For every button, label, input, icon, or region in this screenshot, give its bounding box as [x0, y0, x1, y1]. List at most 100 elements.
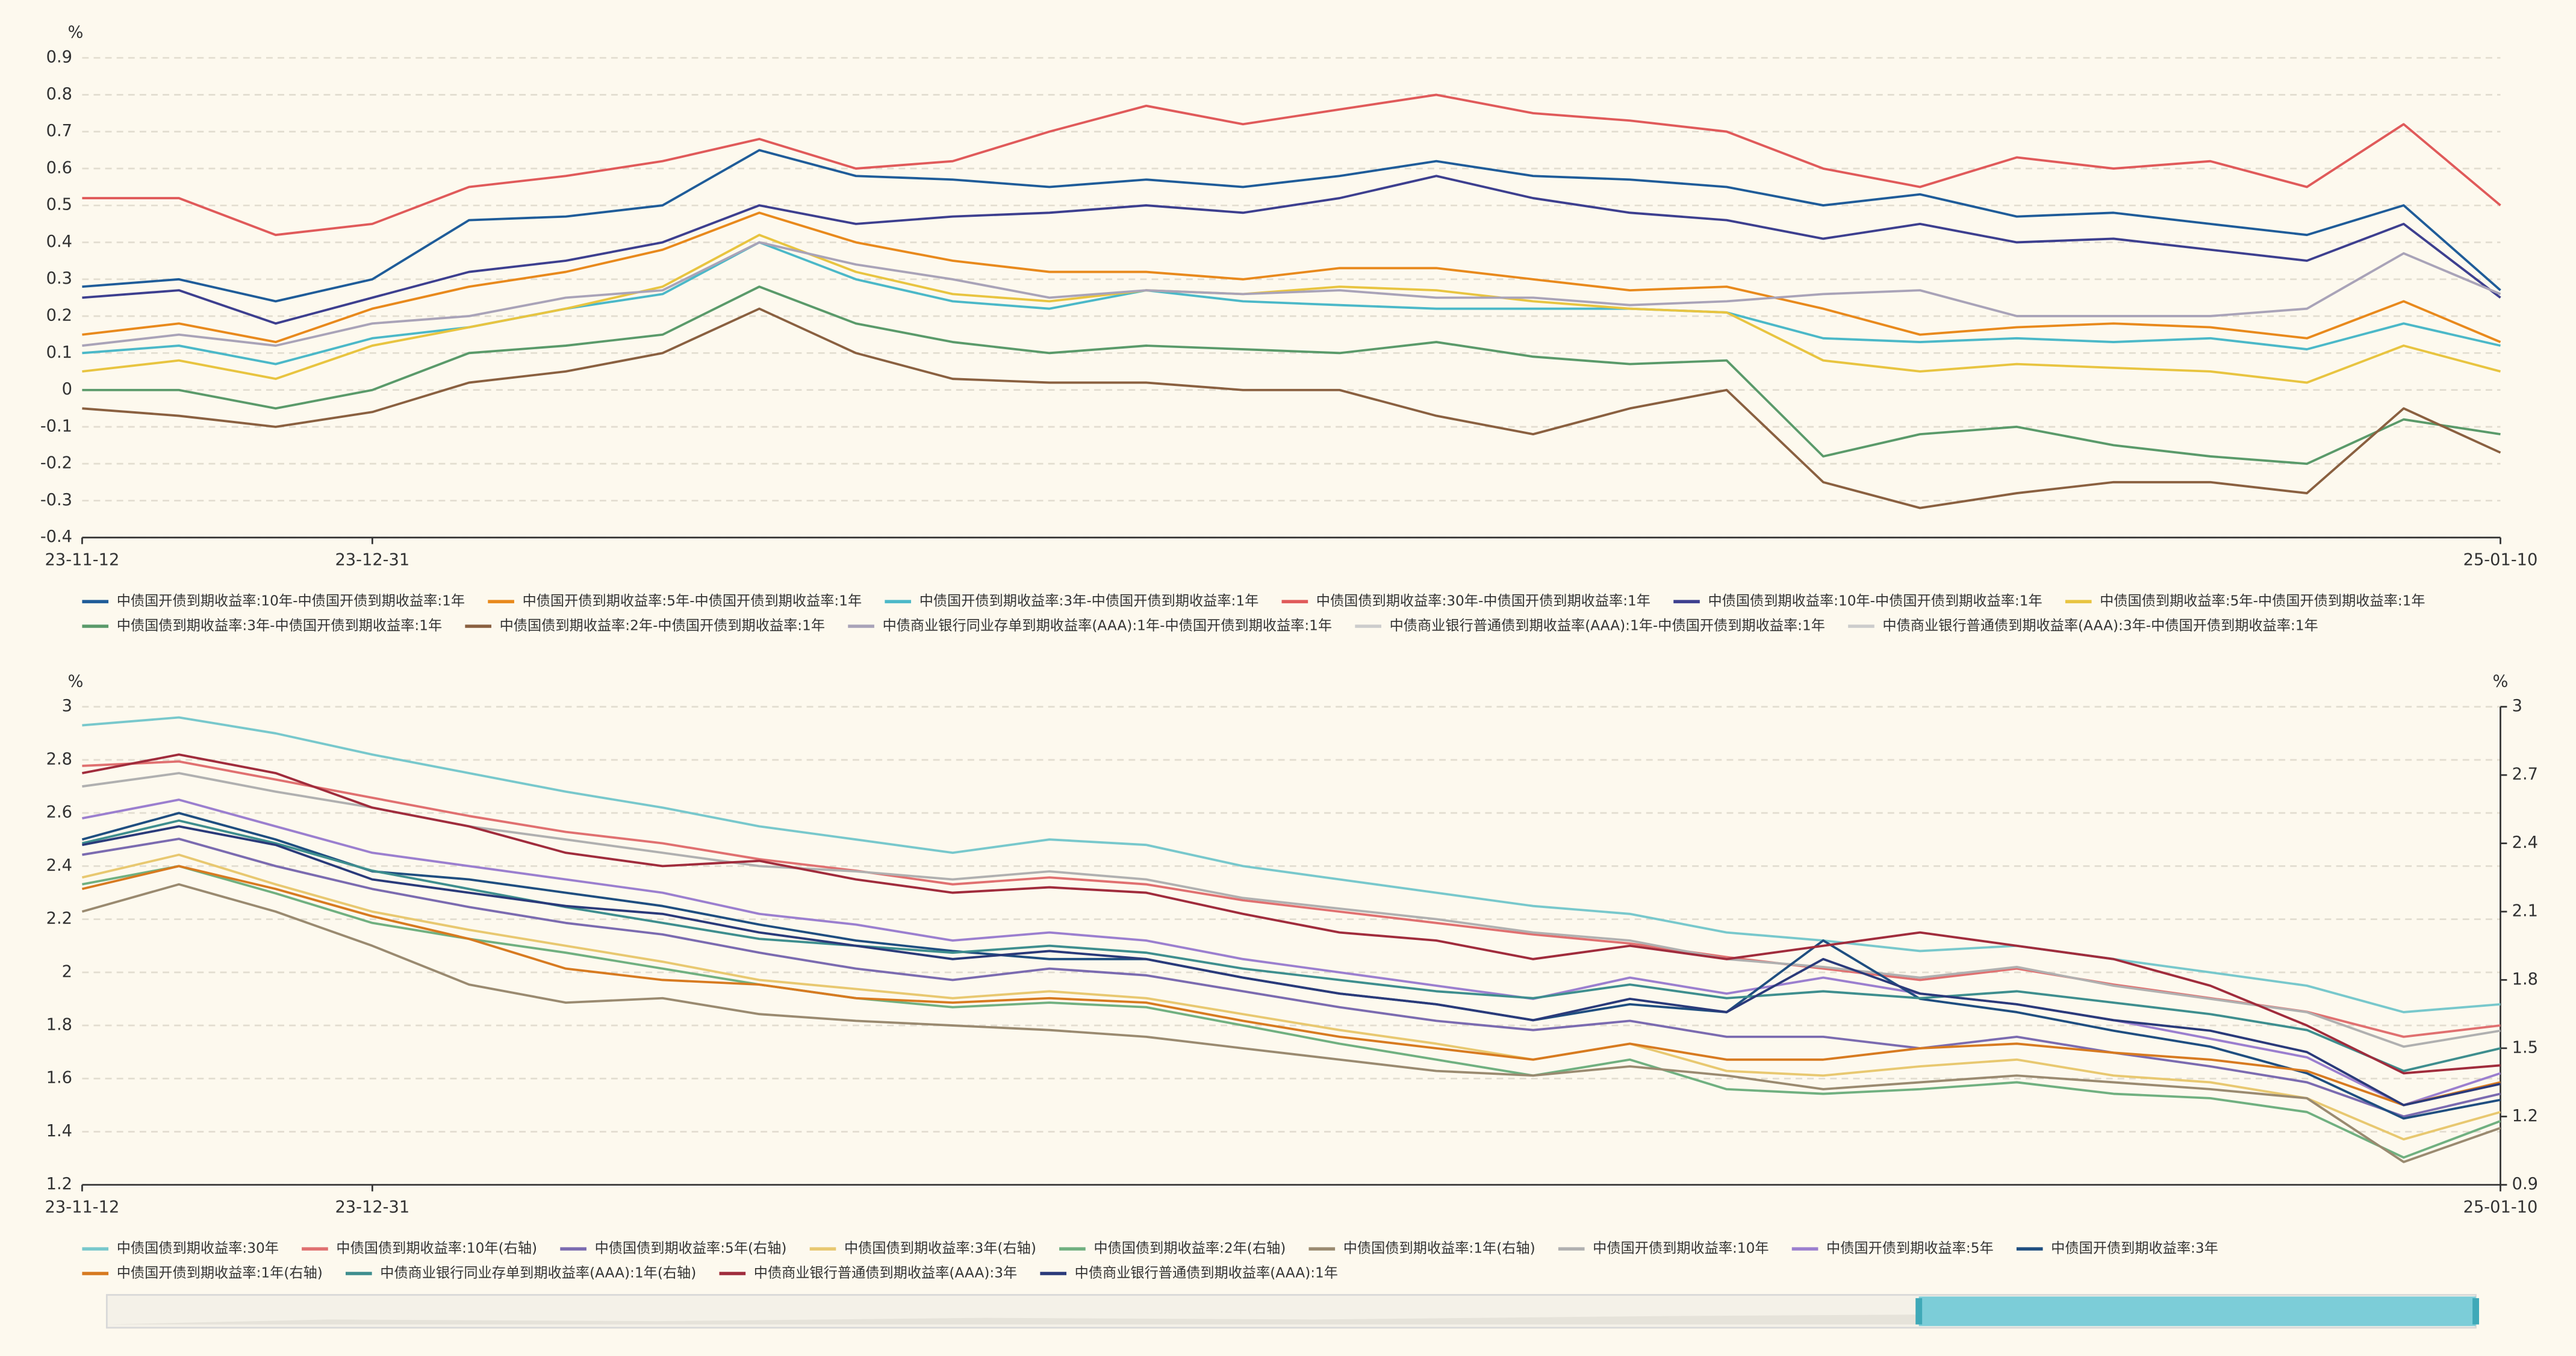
legend-item[interactable]: 中债国债到期收益率:3年(右轴): [809, 1240, 1036, 1257]
legend-item[interactable]: 中债国债到期收益率:5年-中债国开债到期收益率:1年: [2065, 593, 2425, 609]
legend-item[interactable]: 中债国开债到期收益率:3年: [2016, 1240, 2218, 1257]
y-unit: %: [68, 672, 84, 691]
y-tick-label: 2.2: [46, 909, 72, 928]
legend-label: 中债国债到期收益率:3年(右轴): [844, 1240, 1036, 1257]
legend-label: 中债国开债到期收益率:5年-中债国开债到期收益率:1年: [523, 593, 862, 609]
series-line: [82, 241, 2501, 347]
y-unit: %: [68, 23, 84, 42]
legend-item[interactable]: 中债国开债到期收益率:5年: [1791, 1240, 1994, 1257]
series-line: [82, 175, 2501, 325]
series-line: [82, 865, 2501, 1159]
legend-item[interactable]: 中债国开债到期收益率:10年: [1558, 1240, 1769, 1257]
legend-item[interactable]: 中债国债到期收益率:10年(右轴): [302, 1240, 537, 1257]
series-line: [81, 819, 2501, 1072]
y-tick-label: 0.2: [46, 306, 72, 325]
legend-item[interactable]: 中债国债到期收益率:10年-中债国开债到期收益率:1年: [1673, 593, 2042, 609]
legend-label: 中债国债到期收益率:2年-中债国开债到期收益率:1年: [500, 618, 825, 634]
y-tick-label: 1.8: [46, 1016, 72, 1034]
series-line: [81, 853, 2501, 1141]
y-tick-label: 0.8: [46, 85, 72, 104]
y-tick-label: 0.1: [46, 343, 72, 362]
y2-tick-label: 2.1: [2512, 902, 2538, 921]
y-tick-label: 0.3: [46, 269, 72, 288]
legend-item[interactable]: 中债商业银行同业存单到期收益率(AAA):1年-中债国开债到期收益率:1年: [848, 618, 1332, 634]
legend-item[interactable]: 中债国开债到期收益率:3年-中债国开债到期收益率:1年: [885, 593, 1258, 609]
y2-tick-label: 2.7: [2512, 765, 2538, 784]
y-tick-label: 2.4: [46, 856, 72, 875]
legend-label: 中债国开债到期收益率:1年(右轴): [117, 1265, 323, 1281]
legend-item[interactable]: 中债国开债到期收益率:5年-中债国开债到期收益率:1年: [488, 593, 862, 609]
legend-item[interactable]: 中债国开债到期收益率:1年(右轴): [82, 1265, 323, 1281]
legend-label: 中债国债到期收益率:1年(右轴): [1343, 1240, 1535, 1257]
y-tick-label: -0.1: [40, 417, 72, 435]
y2-tick-label: 1.8: [2512, 970, 2538, 989]
x-tick-label: 23-11-12: [45, 550, 120, 569]
legend-label: 中债国开债到期收益率:10年-中债国开债到期收益率:1年: [117, 593, 465, 609]
y2-tick-label: 1.5: [2512, 1038, 2538, 1057]
x-tick-label: 23-12-31: [335, 550, 409, 569]
legend-item[interactable]: 中债商业银行普通债到期收益率(AAA):3年-中债国开债到期收益率:1年: [1848, 618, 2318, 634]
legend-item[interactable]: 中债商业银行普通债到期收益率(AAA):1年-中债国开债到期收益率:1年: [1355, 618, 1825, 634]
zoom-preview: [107, 1314, 1919, 1325]
y-tick-label: 0.7: [46, 122, 72, 140]
series-line: [81, 883, 2501, 1163]
y2-tick-label: 3: [2512, 697, 2522, 715]
zoom-window[interactable]: [1918, 1296, 2476, 1326]
y-tick-label: 2: [62, 962, 72, 981]
legend-label: 中债国债到期收益率:5年(右轴): [595, 1240, 787, 1257]
legend-label: 中债国债到期收益率:30年: [117, 1240, 279, 1257]
series-line: [82, 93, 2501, 237]
x-tick-label: 23-11-12: [45, 1198, 120, 1216]
y-tick-label: 0: [62, 380, 72, 399]
legend-item[interactable]: 中债国债到期收益率:5年(右轴): [560, 1240, 786, 1257]
series-line: [82, 772, 2501, 1048]
series-line: [82, 211, 2501, 343]
legend-item[interactable]: 中债商业银行普通债到期收益率(AAA):1年: [1040, 1265, 1338, 1281]
legend-item[interactable]: 中债国债到期收益率:3年-中债国开债到期收益率:1年: [82, 618, 442, 634]
y-tick-label: 3: [62, 697, 72, 715]
legend-label: 中债国开债到期收益率:3年: [2051, 1240, 2218, 1257]
y-tick-label: -0.4: [40, 527, 72, 546]
y-tick-label: 2.6: [46, 803, 72, 822]
y2-unit: %: [2493, 672, 2509, 691]
y-tick-label: 0.5: [46, 196, 72, 214]
legend-item[interactable]: 中债国债到期收益率:30年: [82, 1240, 279, 1257]
legend-label: 中债国开债到期收益率:5年: [1826, 1240, 1994, 1257]
y-tick-label: 0.6: [46, 158, 72, 177]
legend-label: 中债商业银行同业存单到期收益率(AAA):1年(右轴): [380, 1265, 696, 1281]
y2-tick-label: 1.2: [2512, 1107, 2538, 1125]
series-line: [82, 753, 2501, 1075]
y-tick-label: -0.2: [40, 454, 72, 473]
series-line: [82, 825, 2501, 1107]
legend-label: 中债国债到期收益率:30年-中债国开债到期收益率:1年: [1316, 593, 1650, 609]
y-tick-label: 1.6: [46, 1069, 72, 1087]
y-tick-label: 0.9: [46, 48, 72, 67]
legend-label: 中债国债到期收益率:2年(右轴): [1094, 1240, 1286, 1257]
x-tick-label: 25-01-10: [2463, 550, 2538, 569]
legend-label: 中债商业银行普通债到期收益率(AAA):1年-中债国开债到期收益率:1年: [1390, 618, 1825, 634]
data-zoom[interactable]: [105, 1294, 2480, 1329]
legend-item[interactable]: 中债国债到期收益率:30年-中债国开债到期收益率:1年: [1281, 593, 1650, 609]
legend-item[interactable]: 中债国开债到期收益率:10年-中债国开债到期收益率:1年: [82, 593, 465, 609]
legend-item[interactable]: 中债商业银行同业存单到期收益率(AAA):1年(右轴): [346, 1265, 696, 1281]
series-line: [82, 234, 2501, 384]
y-tick-label: 1.2: [46, 1175, 72, 1193]
legend-item[interactable]: 中债国债到期收益率:2年-中债国开债到期收益率:1年: [465, 618, 825, 634]
legend-item[interactable]: 中债国债到期收益率:2年(右轴): [1059, 1240, 1286, 1257]
legend-label: 中债国开债到期收益率:10年: [1593, 1240, 1769, 1257]
legend-item[interactable]: 中债国债到期收益率:1年(右轴): [1308, 1240, 1535, 1257]
legend-label: 中债国债到期收益率:3年-中债国开债到期收益率:1年: [117, 618, 442, 634]
series-line: [82, 307, 2501, 509]
legend-label: 中债商业银行普通债到期收益率(AAA):1年: [1075, 1265, 1338, 1281]
zoom-handle[interactable]: [2472, 1298, 2480, 1325]
y2-tick-label: 2.4: [2512, 833, 2538, 852]
y-tick-label: -0.3: [40, 491, 72, 509]
zoom-handle[interactable]: [1915, 1298, 1923, 1325]
legend-label: 中债国开债到期收益率:3年-中债国开债到期收益率:1年: [919, 593, 1259, 609]
series-line: [81, 865, 2501, 1107]
legend-label: 中债商业银行普通债到期收益率(AAA):3年-中债国开债到期收益率:1年: [1882, 618, 2318, 634]
legend-item[interactable]: 中债商业银行普通债到期收益率(AAA):3年: [719, 1265, 1018, 1281]
